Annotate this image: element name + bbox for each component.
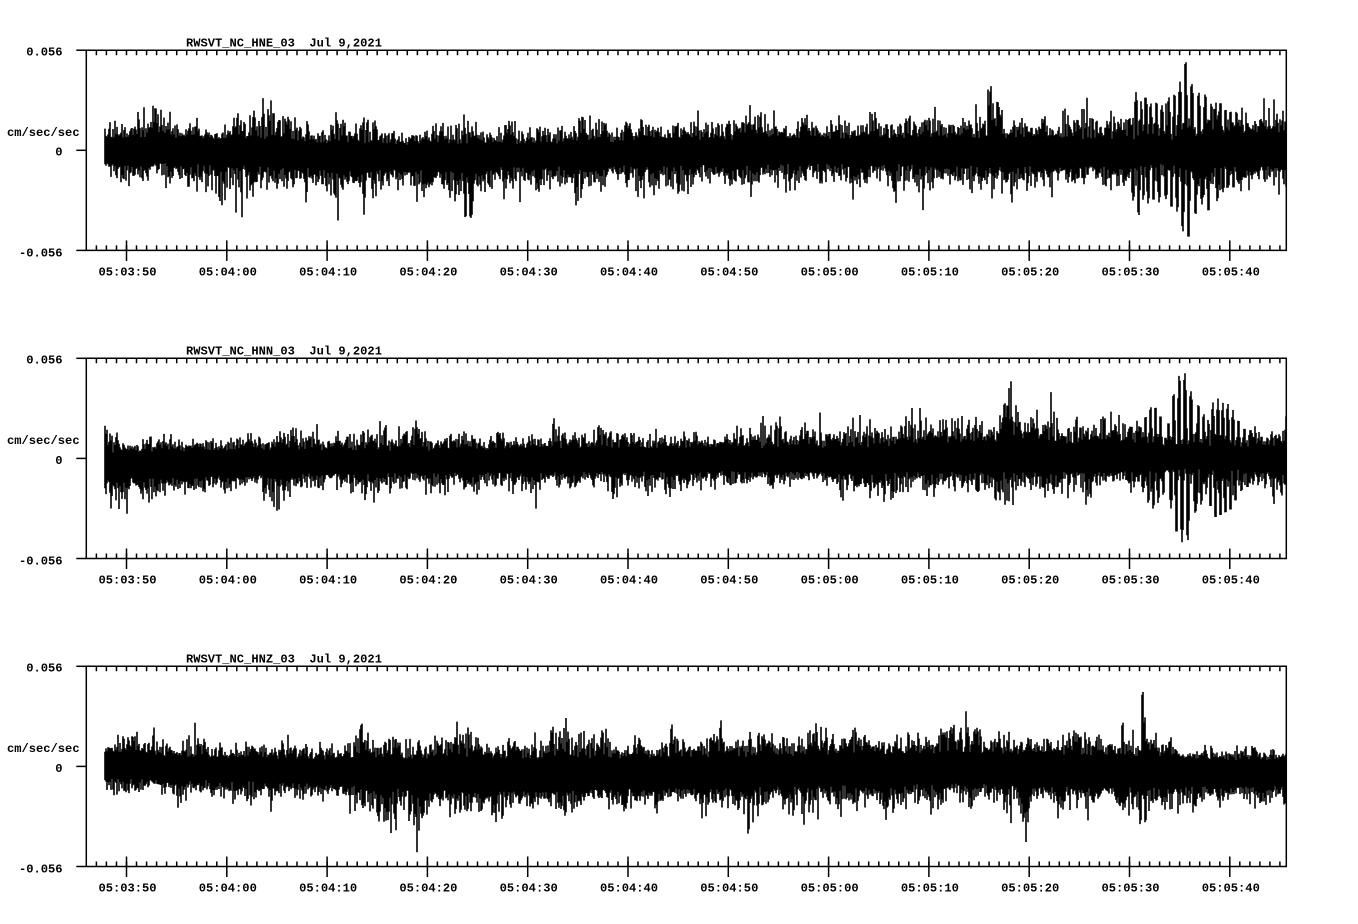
svg-text:0: 0 bbox=[55, 762, 62, 776]
svg-text:05:05:00: 05:05:00 bbox=[801, 266, 859, 280]
svg-text:05:03:50: 05:03:50 bbox=[98, 574, 156, 588]
svg-text:05:05:30: 05:05:30 bbox=[1101, 574, 1159, 588]
svg-text:05:05:30: 05:05:30 bbox=[1101, 882, 1159, 896]
svg-text:05:04:10: 05:04:10 bbox=[299, 266, 357, 280]
svg-text:05:05:10: 05:05:10 bbox=[901, 574, 959, 588]
svg-text:05:04:40: 05:04:40 bbox=[600, 574, 658, 588]
svg-text:-0.056: -0.056 bbox=[19, 863, 63, 877]
svg-text:05:04:20: 05:04:20 bbox=[399, 882, 457, 896]
svg-text:05:04:00: 05:04:00 bbox=[199, 574, 257, 588]
svg-text:05:05:10: 05:05:10 bbox=[901, 882, 959, 896]
svg-text:05:05:20: 05:05:20 bbox=[1001, 882, 1059, 896]
svg-text:05:04:30: 05:04:30 bbox=[500, 574, 558, 588]
svg-text:05:04:40: 05:04:40 bbox=[600, 266, 658, 280]
svg-text:05:05:00: 05:05:00 bbox=[801, 574, 859, 588]
svg-text:05:05:20: 05:05:20 bbox=[1001, 574, 1059, 588]
svg-text:05:03:50: 05:03:50 bbox=[98, 882, 156, 896]
svg-text:05:04:50: 05:04:50 bbox=[700, 266, 758, 280]
svg-text:cm/sec/sec: cm/sec/sec bbox=[7, 742, 80, 756]
svg-text:cm/sec/sec: cm/sec/sec bbox=[7, 126, 80, 140]
svg-text:05:05:00: 05:05:00 bbox=[801, 882, 859, 896]
svg-text:05:04:30: 05:04:30 bbox=[500, 266, 558, 280]
svg-text:05:05:20: 05:05:20 bbox=[1001, 266, 1059, 280]
svg-text:05:05:40: 05:05:40 bbox=[1202, 574, 1260, 588]
svg-text:05:04:20: 05:04:20 bbox=[399, 266, 457, 280]
svg-text:-0.056: -0.056 bbox=[19, 247, 63, 261]
svg-text:0: 0 bbox=[55, 146, 62, 160]
svg-text:05:05:30: 05:05:30 bbox=[1101, 266, 1159, 280]
svg-text:0: 0 bbox=[55, 454, 62, 468]
svg-text:05:04:10: 05:04:10 bbox=[299, 574, 357, 588]
svg-text:05:04:30: 05:04:30 bbox=[500, 882, 558, 896]
svg-text:05:04:00: 05:04:00 bbox=[199, 266, 257, 280]
svg-text:0.056: 0.056 bbox=[26, 46, 62, 60]
svg-text:-0.056: -0.056 bbox=[19, 555, 63, 569]
svg-text:05:04:50: 05:04:50 bbox=[700, 574, 758, 588]
svg-text:RWSVT_NC_HNN_03 Jul 9,2021: RWSVT_NC_HNN_03 Jul 9,2021 bbox=[186, 345, 382, 359]
svg-text:05:05:40: 05:05:40 bbox=[1202, 266, 1260, 280]
svg-text:05:04:00: 05:04:00 bbox=[199, 882, 257, 896]
svg-text:0.056: 0.056 bbox=[26, 662, 62, 676]
svg-text:RWSVT_NC_HNE_03 Jul 9,2021: RWSVT_NC_HNE_03 Jul 9,2021 bbox=[186, 36, 382, 50]
svg-text:05:03:50: 05:03:50 bbox=[98, 266, 156, 280]
svg-text:05:04:10: 05:04:10 bbox=[299, 882, 357, 896]
svg-text:05:04:40: 05:04:40 bbox=[600, 882, 658, 896]
svg-text:05:05:40: 05:05:40 bbox=[1202, 882, 1260, 896]
svg-text:RWSVT_NC_HNZ_03 Jul 9,2021: RWSVT_NC_HNZ_03 Jul 9,2021 bbox=[186, 653, 382, 667]
svg-text:0.056: 0.056 bbox=[26, 354, 62, 368]
svg-text:05:04:50: 05:04:50 bbox=[700, 882, 758, 896]
svg-text:05:05:10: 05:05:10 bbox=[901, 266, 959, 280]
svg-text:cm/sec/sec: cm/sec/sec bbox=[7, 434, 80, 448]
svg-text:05:04:20: 05:04:20 bbox=[399, 574, 457, 588]
